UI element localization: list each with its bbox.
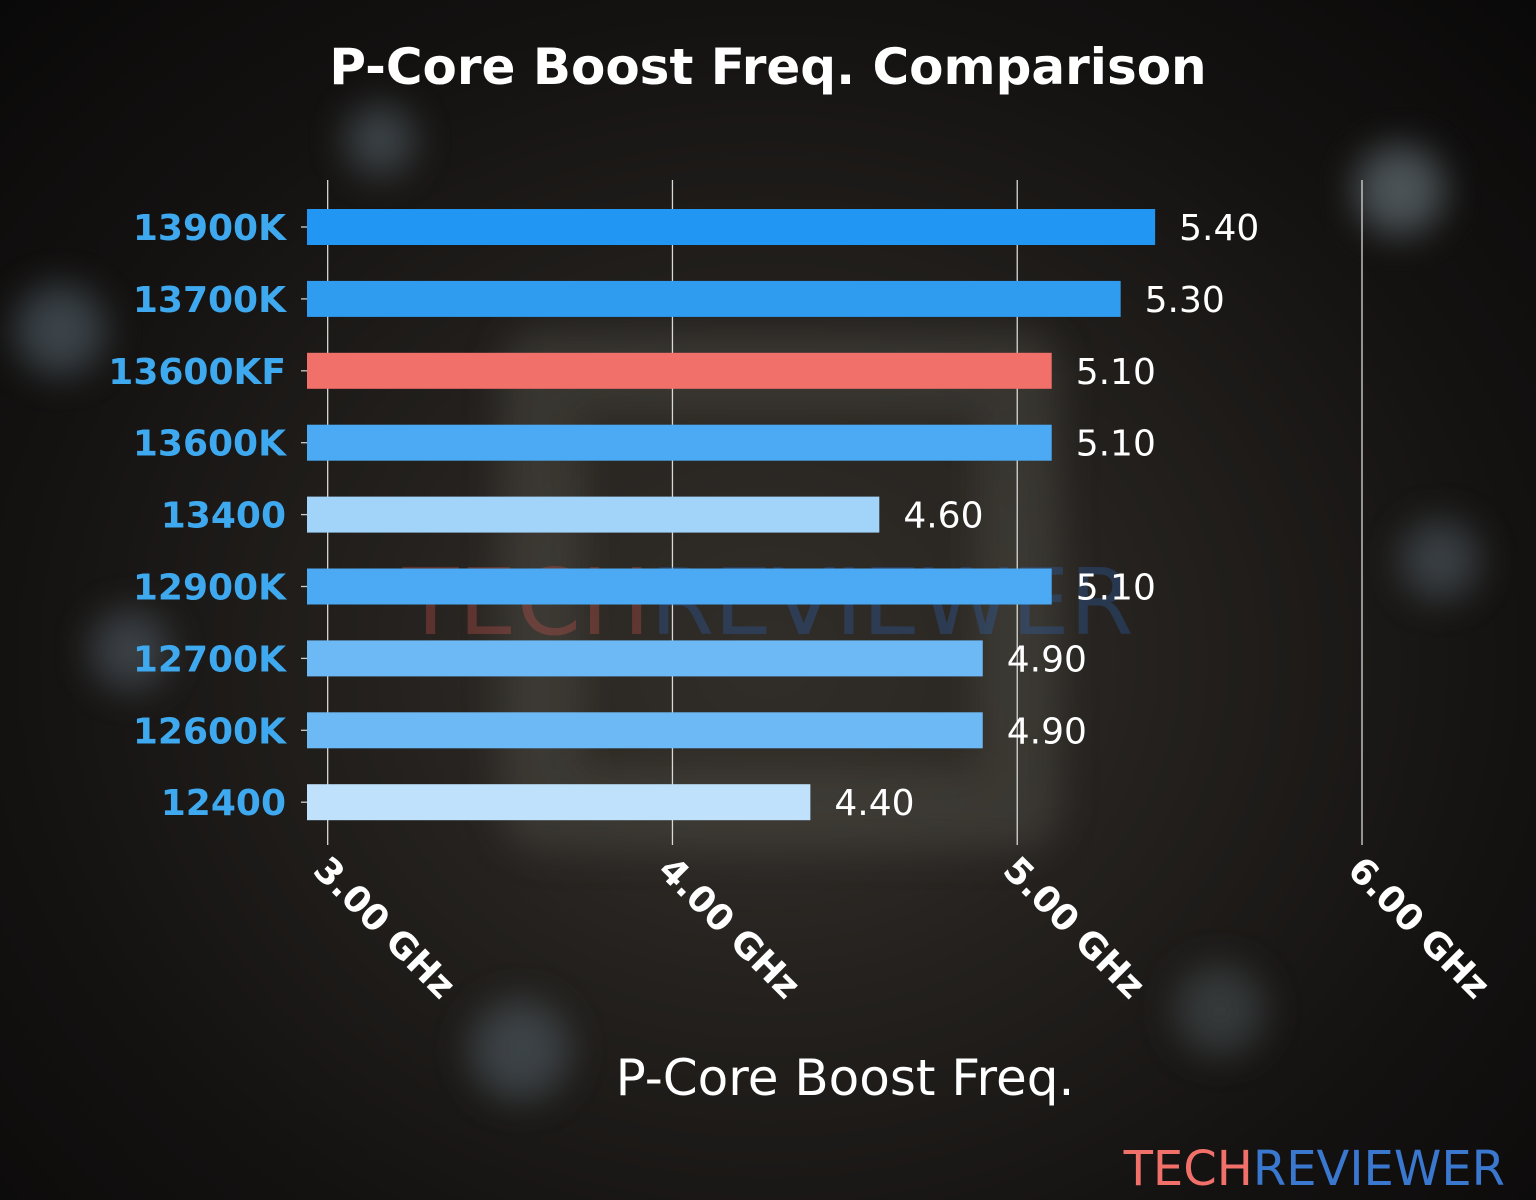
data-label: 5.30 [1145,280,1225,321]
bar [307,784,811,821]
data-label: 4.40 [834,783,914,824]
chart-title: P-Core Boost Freq. Comparison [329,38,1206,96]
bar [307,280,1121,317]
x-tick-label: 3.00 GHz [305,849,463,1007]
y-tick-label: 12700K [133,639,287,680]
bar [307,712,983,749]
x-axis-label: P-Core Boost Freq. [616,1049,1075,1107]
data-label: 5.10 [1076,568,1156,609]
data-label: 5.10 [1076,352,1156,393]
y-tick-label: 13700K [133,280,287,321]
y-tick-label: 13600K [133,424,287,465]
data-label: 4.90 [1007,639,1087,680]
bar [307,424,1052,461]
bar [307,352,1052,389]
x-tick-label: 4.00 GHz [650,849,808,1007]
x-tick-label: 6.00 GHz [1340,849,1498,1007]
y-tick-label: 12600K [133,711,287,752]
bar [307,568,1052,605]
y-tick-label: 13600KF [108,352,286,393]
logo: TECHREVIEWER [1123,1141,1505,1197]
y-tick-label: 13900K [133,208,287,249]
y-tick-label: 12900K [133,568,287,609]
y-tick-label: 13400 [161,496,286,537]
data-label: 4.60 [903,496,983,537]
bar [307,640,983,677]
x-tick-label: 5.00 GHz [995,849,1153,1007]
bar [307,496,880,533]
data-label: 5.40 [1179,208,1259,249]
bar [307,209,1156,245]
y-tick-label: 12400 [161,783,286,824]
data-label: 5.10 [1076,424,1156,465]
data-label: 4.90 [1007,711,1087,752]
